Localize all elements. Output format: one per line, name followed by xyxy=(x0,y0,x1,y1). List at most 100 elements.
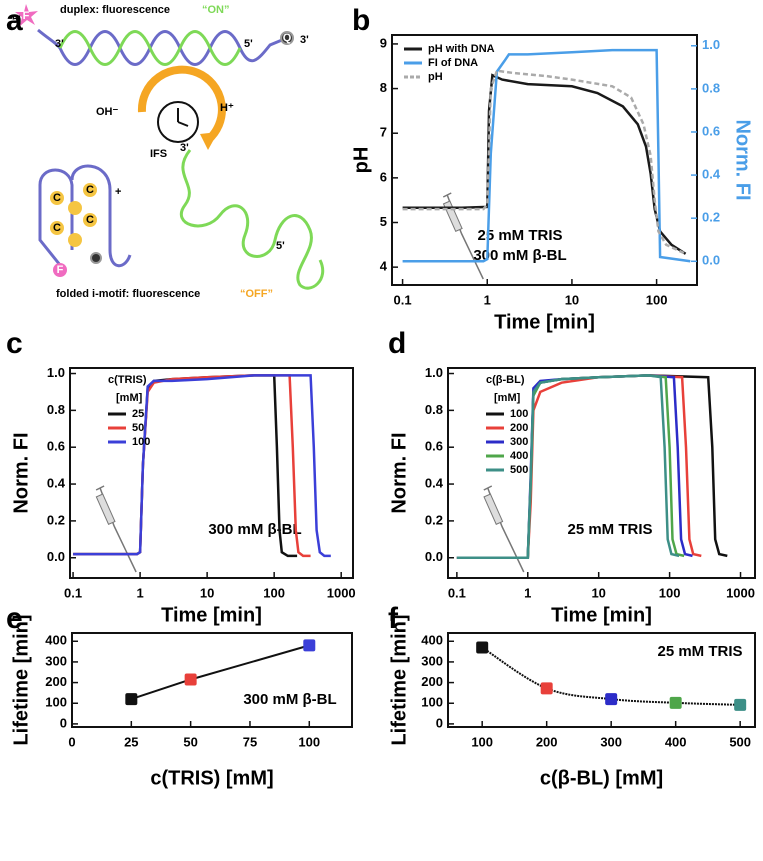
y-tick-label: 1.0 xyxy=(425,365,443,380)
panel-label: e xyxy=(6,602,23,635)
plot-frame xyxy=(71,632,353,728)
x-axis-label: c(β-BL) [mM] xyxy=(540,767,663,789)
legend-label: 50 xyxy=(132,422,144,434)
point xyxy=(303,639,316,652)
panel: f 100 200 300 400 500 0 100 200 300 400 c(β-BL) [mM… xyxy=(388,602,756,789)
syringe-barrel xyxy=(95,493,116,525)
y-tick-label: 400 xyxy=(421,633,443,648)
fluorophore-label: F xyxy=(57,264,64,276)
y-tick-label: 8 xyxy=(380,80,387,95)
end-label: 3' xyxy=(55,38,64,50)
x-tick-label: 75 xyxy=(243,734,257,749)
y-tick-label: 0.6 xyxy=(425,439,443,454)
y-tick-label: 0.8 xyxy=(425,402,443,417)
cytosine xyxy=(50,191,64,205)
on-label: “ON” xyxy=(202,4,230,16)
y2-tick-label: 0.6 xyxy=(702,123,720,138)
x-axis-label: Time [min] xyxy=(494,311,595,333)
fluorophore xyxy=(53,263,67,277)
y-tick-label: 200 xyxy=(45,674,67,689)
syringe-barrel xyxy=(483,493,504,525)
h-label: H⁺ xyxy=(220,102,234,114)
x-tick-label: 0.1 xyxy=(394,292,412,307)
y2-tick-label: 1.0 xyxy=(702,37,720,52)
off-label: “OFF” xyxy=(240,288,273,300)
single-strand xyxy=(179,149,324,290)
plot-frame xyxy=(391,34,698,286)
end-label: 5' xyxy=(12,14,21,26)
y-tick-label: 1.0 xyxy=(47,365,65,380)
legend-label: 400 xyxy=(510,450,528,462)
x-tick-label: 100 xyxy=(471,734,493,749)
annotation: 25 mM TRIS xyxy=(477,227,562,244)
quencher xyxy=(280,31,294,45)
legend-label: 25 xyxy=(132,408,144,420)
y-tick-label: 0.6 xyxy=(47,439,65,454)
legend-unit: [mM] xyxy=(116,392,143,404)
point xyxy=(476,641,489,654)
annotation: 300 mM β-BL xyxy=(208,521,301,538)
y-tick-label: 0 xyxy=(60,715,67,730)
imotif-caption: folded i-motif: fluorescence xyxy=(56,288,200,300)
panel-label: d xyxy=(388,327,406,360)
quencher-label: Q xyxy=(283,32,292,44)
y-tick-label: 0.0 xyxy=(425,549,443,564)
x-axis-label: Time [min] xyxy=(551,604,652,626)
legend-label: 100 xyxy=(510,408,528,420)
dna-strand xyxy=(58,30,242,66)
cytosine-label: C xyxy=(53,222,61,234)
y-tick-label: 300 xyxy=(421,653,443,668)
y-tick-label: 9 xyxy=(380,35,387,50)
y2-tick-label: 0.0 xyxy=(702,253,720,268)
annotation: 300 mM β-BL xyxy=(473,247,566,264)
cycle-arrow xyxy=(137,65,226,144)
x-tick-label: 50 xyxy=(183,734,197,749)
end-label: 5' xyxy=(244,38,253,50)
panel: e 0 25 50 75 100 0 100 200 300 400 c(TRIS) [mM] Life… xyxy=(6,602,353,789)
syringe-barrel xyxy=(442,200,463,232)
x-tick-label: 1000 xyxy=(726,585,755,600)
y-tick-label: 7 xyxy=(380,125,387,140)
y-tick-label: 0 xyxy=(436,715,443,730)
data-line xyxy=(402,69,687,255)
cytosines: C C C C xyxy=(50,183,97,247)
x-tick-label: 1 xyxy=(136,585,143,600)
y2-tick-label: 0.8 xyxy=(702,80,720,95)
x-tick-label: 1000 xyxy=(327,585,356,600)
y-tick-label: 0.0 xyxy=(47,549,65,564)
plot-frame xyxy=(447,367,756,579)
clock-hand xyxy=(177,121,189,127)
legend-label: FI of DNA xyxy=(428,57,478,69)
data-line xyxy=(456,374,680,559)
legend-title: c(TRIS) xyxy=(108,374,147,386)
point xyxy=(184,673,197,686)
point xyxy=(605,693,618,706)
y-tick-label: 5 xyxy=(380,214,387,229)
x-tick-label: 1 xyxy=(524,585,531,600)
annotation: 25 mM TRIS xyxy=(657,643,742,660)
legend-label: pH xyxy=(428,71,443,83)
y-tick-label: 400 xyxy=(45,633,67,648)
y2-tick-label: 0.2 xyxy=(702,210,720,225)
x-axis-label: c(TRIS) [mM] xyxy=(150,767,273,789)
legend-title: c(β-BL) xyxy=(486,374,525,386)
x-tick-label: 400 xyxy=(665,734,687,749)
panel-label: f xyxy=(388,602,399,635)
cytosine-label: C xyxy=(86,214,94,226)
y2-tick-label: 0.4 xyxy=(702,167,721,182)
x-tick-label: 100 xyxy=(298,734,320,749)
panel-label: b xyxy=(352,4,370,37)
x-tick-label: 500 xyxy=(729,734,751,749)
y-axis-label: Norm. FI xyxy=(388,432,410,513)
point xyxy=(125,693,138,706)
arrow-head xyxy=(200,132,218,150)
cytosine xyxy=(83,213,97,227)
fluorophore-label: F xyxy=(23,10,30,22)
legend-label: 300 xyxy=(510,436,528,448)
x-tick-label: 0.1 xyxy=(64,585,82,600)
y-tick-label: 100 xyxy=(421,695,443,710)
x-tick-label: 10 xyxy=(565,292,579,307)
y-tick-label: 200 xyxy=(421,674,443,689)
y-tick-label: 0.8 xyxy=(47,402,65,417)
